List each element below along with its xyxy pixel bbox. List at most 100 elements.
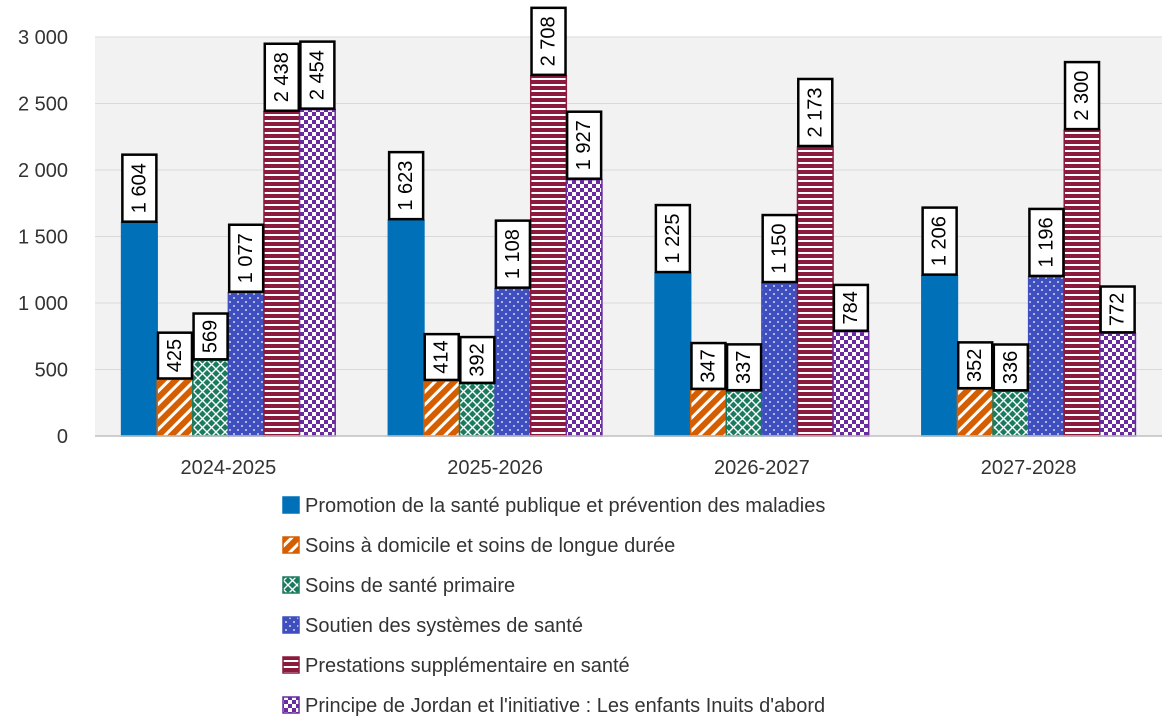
- legend-label: Soins à domicile et soins de longue duré…: [305, 535, 675, 557]
- data-label-text: 1 077: [235, 233, 257, 283]
- data-label-box: [227, 223, 265, 294]
- data-label-text: 1 196: [1035, 217, 1057, 267]
- data-label-text: 392: [466, 343, 488, 376]
- data-label-box: [797, 77, 834, 148]
- data-label-box: [725, 343, 763, 392]
- legend-swatch: [282, 656, 300, 674]
- legend-item: Promotion de la santé publique et préven…: [282, 495, 825, 517]
- bar: [921, 274, 959, 437]
- legend-label: Soutien des systèmes de santé: [305, 615, 583, 637]
- data-label: 1 225: [654, 203, 692, 274]
- data-label-box: [299, 40, 336, 110]
- data-label-text: 1 623: [395, 161, 417, 211]
- data-label-box: [530, 6, 567, 77]
- bar: [832, 330, 870, 437]
- bar: [796, 146, 834, 437]
- bar: [725, 390, 763, 437]
- data-label-text: 1 206: [929, 216, 951, 266]
- data-label: 1 150: [761, 213, 798, 284]
- data-label-text: 1 604: [128, 163, 150, 213]
- bar: [956, 388, 994, 437]
- data-label-box: [494, 219, 532, 289]
- data-label-box: [1028, 207, 1065, 278]
- bar: [156, 378, 194, 437]
- legend-item: Principe de Jordan et l'initiative : Les…: [282, 695, 825, 717]
- legend-swatch: [282, 696, 300, 714]
- legend-swatch: [282, 616, 300, 634]
- bar: [227, 292, 265, 437]
- data-label-box: [654, 203, 692, 274]
- data-label-text: 2 454: [306, 50, 328, 100]
- data-label-text: 347: [697, 349, 719, 382]
- y-tick-label: 1 000: [18, 293, 68, 315]
- bar: [387, 219, 425, 437]
- bar: [192, 359, 230, 437]
- data-label-text: 2 438: [271, 52, 293, 102]
- y-tick-label: 3 000: [18, 27, 68, 49]
- y-tick-label: 1 500: [18, 227, 68, 249]
- data-label-box: [263, 42, 301, 112]
- legend-item: Soutien des systèmes de santé: [282, 615, 583, 637]
- x-tick-label: 2024-2025: [181, 457, 277, 479]
- data-label: 1 623: [387, 150, 425, 221]
- data-label-box: [1063, 60, 1101, 131]
- data-label: 392: [459, 335, 496, 385]
- data-label: 414: [423, 332, 460, 382]
- data-label-text: 2 300: [1071, 71, 1093, 121]
- data-label-box: [387, 150, 425, 221]
- data-label-box: [992, 343, 1030, 392]
- data-label: 352: [956, 341, 994, 390]
- data-label-box: [1099, 285, 1136, 334]
- data-label: 2 438: [263, 42, 301, 112]
- data-label-text: 352: [964, 349, 986, 382]
- data-label-box: [690, 341, 727, 391]
- bar: [1099, 332, 1137, 437]
- data-label-box: [121, 153, 158, 223]
- bar: [529, 75, 568, 437]
- data-label: 336: [992, 343, 1030, 392]
- data-label: 784: [832, 283, 870, 332]
- bar: [1027, 276, 1065, 437]
- bar: [565, 178, 603, 437]
- bar: [458, 383, 496, 437]
- bar: [1063, 129, 1101, 437]
- legend-item: Soins de santé primaire: [282, 575, 515, 597]
- data-label-text: 772: [1107, 293, 1129, 326]
- legend-swatch: [282, 536, 300, 554]
- data-label-box: [956, 341, 994, 390]
- data-label-box: [192, 312, 229, 361]
- y-tick-label: 2 000: [18, 160, 68, 182]
- y-tick-label: 500: [35, 360, 68, 382]
- data-label-box: [921, 206, 958, 276]
- legend-label: Promotion de la santé publique et préven…: [305, 495, 825, 517]
- data-label-box: [761, 213, 798, 284]
- data-label-text: 1 225: [662, 214, 684, 264]
- data-label-text: 1 108: [502, 229, 524, 279]
- data-label: 2 173: [797, 77, 834, 148]
- bar: [761, 282, 799, 437]
- legend-label: Prestations supplémentaire en santé: [305, 655, 630, 677]
- data-label: 347: [690, 341, 727, 391]
- data-label: 1 077: [227, 223, 265, 294]
- data-label: 772: [1099, 285, 1136, 334]
- data-label: 425: [156, 331, 194, 380]
- legend-item: Prestations supplémentaire en santé: [282, 655, 630, 677]
- bar: [120, 221, 158, 437]
- data-label: 1 604: [121, 153, 158, 223]
- legend-label: Principe de Jordan et l'initiative : Les…: [305, 695, 825, 717]
- data-label-text: 569: [200, 320, 222, 353]
- bar: [654, 272, 692, 437]
- data-label-box: [832, 283, 870, 332]
- data-label-box: [423, 332, 460, 382]
- data-label-text: 425: [164, 339, 186, 372]
- data-label: 1 206: [921, 206, 958, 276]
- data-label-text: 1 150: [769, 224, 791, 274]
- data-label: 569: [192, 312, 229, 361]
- data-label-box: [459, 335, 496, 385]
- legend-swatch: [282, 576, 300, 594]
- data-label-text: 336: [1000, 351, 1022, 384]
- bar: [689, 389, 728, 437]
- legend-label: Soins de santé primaire: [305, 575, 515, 597]
